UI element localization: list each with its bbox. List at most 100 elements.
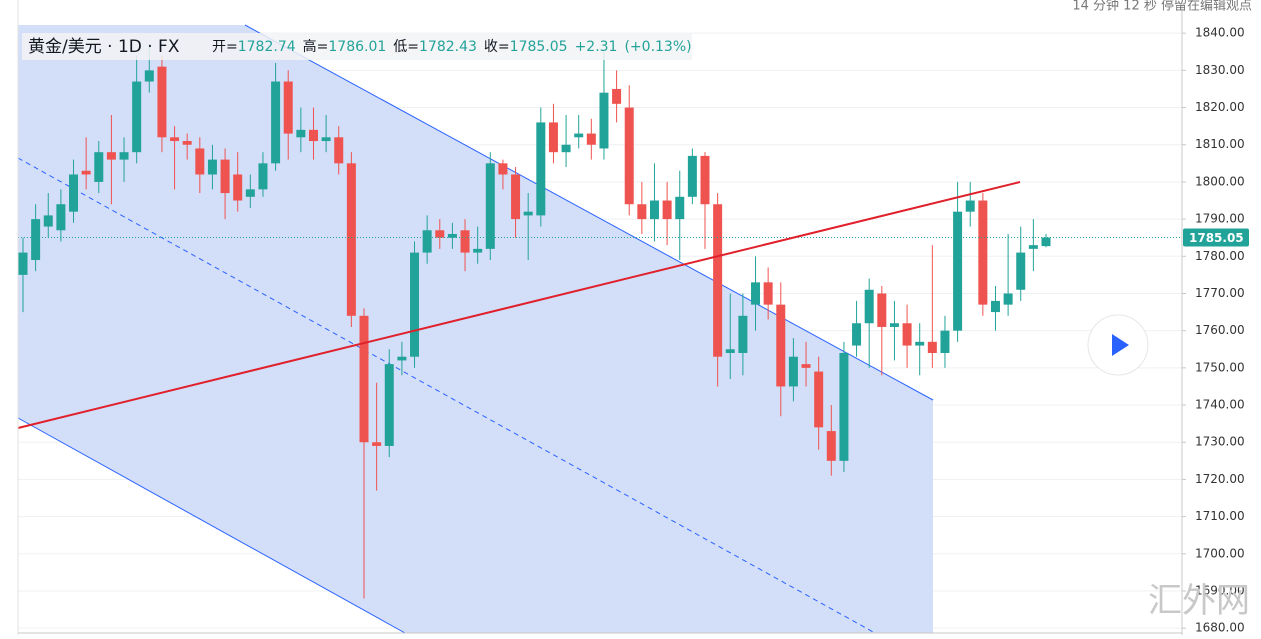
- header-low: 1782.43: [419, 39, 477, 55]
- candle-body: [738, 315, 748, 353]
- header-close: 1785.05: [510, 39, 568, 55]
- y-tick-label: 1700.00: [1195, 546, 1245, 560]
- candle-body: [106, 152, 116, 160]
- candle-body: [763, 282, 773, 305]
- candle-body: [94, 152, 104, 182]
- symbol-title: 黄金/美元 · 1D · FX: [28, 37, 180, 57]
- candle-body: [43, 215, 53, 227]
- y-tick-label: 1810.00: [1195, 137, 1245, 151]
- status-text: 14 分钟 12 秒 停留在编辑观点: [1072, 0, 1252, 14]
- candle-body: [889, 323, 899, 327]
- trend-line: [17, 181, 1021, 429]
- candle-body: [826, 431, 836, 461]
- y-tick-label: 1780.00: [1195, 249, 1245, 263]
- play-button[interactable]: [1087, 314, 1149, 376]
- candle-body: [965, 200, 975, 212]
- candle-body: [940, 330, 950, 353]
- candle-body: [1016, 252, 1026, 290]
- header-close-label: 收=: [484, 39, 510, 55]
- candle-body: [662, 200, 672, 220]
- candle-body: [953, 211, 963, 331]
- candle-body: [220, 159, 230, 194]
- candle-body: [271, 81, 281, 164]
- candle-body: [132, 81, 142, 153]
- candles: [18, 44, 1182, 599]
- candle-body: [978, 200, 988, 305]
- candle-body: [561, 144, 571, 153]
- candle-body: [548, 122, 558, 153]
- candle-body: [283, 81, 293, 134]
- candle-body: [435, 230, 445, 238]
- candle-body: [69, 174, 79, 212]
- candle-body: [359, 315, 369, 443]
- candle-body: [612, 88, 622, 104]
- candle-body: [56, 204, 66, 231]
- header-high: 1786.01: [328, 39, 386, 55]
- header-change-pct: (+0.13%): [624, 39, 691, 55]
- candle-body: [776, 304, 786, 387]
- y-tick-label: 1680.00: [1195, 621, 1245, 635]
- candle-body: [245, 189, 255, 197]
- y-tick-label: 1730.00: [1195, 435, 1245, 449]
- channel-lower: [17, 417, 406, 634]
- candle-body: [637, 204, 647, 220]
- candle-body: [81, 170, 91, 175]
- last-price-label: 1785.05: [1189, 231, 1244, 245]
- y-tick-label: 1710.00: [1195, 509, 1245, 523]
- candle-body: [675, 196, 685, 220]
- candle-body: [182, 141, 192, 145]
- y-tick-label: 1770.00: [1195, 286, 1245, 300]
- candle-body: [1003, 293, 1013, 305]
- y-tick-label: 1720.00: [1195, 472, 1245, 486]
- candle-body: [877, 293, 887, 327]
- candle-body: [713, 204, 723, 357]
- candle-body: [346, 163, 356, 316]
- candle-body: [157, 66, 167, 138]
- play-icon[interactable]: [1112, 334, 1129, 356]
- candle-body: [207, 159, 217, 175]
- y-tick-label: 1800.00: [1195, 174, 1245, 188]
- candle-body: [410, 252, 420, 357]
- candle-body: [384, 364, 394, 446]
- candle-body: [511, 174, 521, 220]
- y-tick-label: 1830.00: [1195, 63, 1245, 77]
- candle-body: [460, 230, 470, 253]
- candle-body: [536, 122, 546, 216]
- header-open: 1782.74: [238, 39, 296, 55]
- candle-body: [990, 300, 1000, 313]
- header-high-label: 高=: [303, 38, 329, 55]
- header: 黄金/美元 · 1D · FX 开= 1782.74 高= 1786.01 低= 1782…: [28, 37, 692, 57]
- candle-body: [687, 155, 697, 197]
- candle-body: [258, 163, 268, 190]
- candle-body: [599, 92, 609, 149]
- candle-body: [649, 200, 659, 220]
- candle-body: [814, 371, 824, 428]
- candle-body: [144, 70, 154, 82]
- candle-body: [751, 282, 761, 305]
- candle-body: [473, 248, 483, 253]
- header-low-label: 低=: [393, 39, 419, 55]
- candle-body: [296, 129, 306, 138]
- candle-body: [18, 252, 28, 275]
- y-tick-label: 1820.00: [1195, 100, 1245, 114]
- candle-body: [624, 107, 634, 205]
- y-tick-label: 1750.00: [1195, 360, 1245, 374]
- candle-body: [839, 352, 849, 461]
- price-axis: 1680.00 1690.00 1700.00 1710.00 1720.00 1730.…: [1182, 26, 1249, 635]
- candle-body: [523, 211, 533, 216]
- candle-body: [397, 356, 407, 361]
- header-open-label: 开=: [212, 39, 238, 55]
- candle-body: [334, 137, 344, 164]
- channel-fill: [18, 25, 933, 633]
- y-tick-label: 1790.00: [1195, 212, 1245, 226]
- candle-body: [1041, 237, 1051, 247]
- candle-body: [31, 219, 41, 261]
- candle-body: [852, 323, 862, 346]
- last-price-box: [1183, 228, 1249, 247]
- candle-body: [788, 356, 798, 387]
- candle-body: [864, 289, 874, 324]
- candle-body: [927, 341, 937, 353]
- candle-body: [801, 364, 811, 368]
- candle-body: [915, 341, 925, 346]
